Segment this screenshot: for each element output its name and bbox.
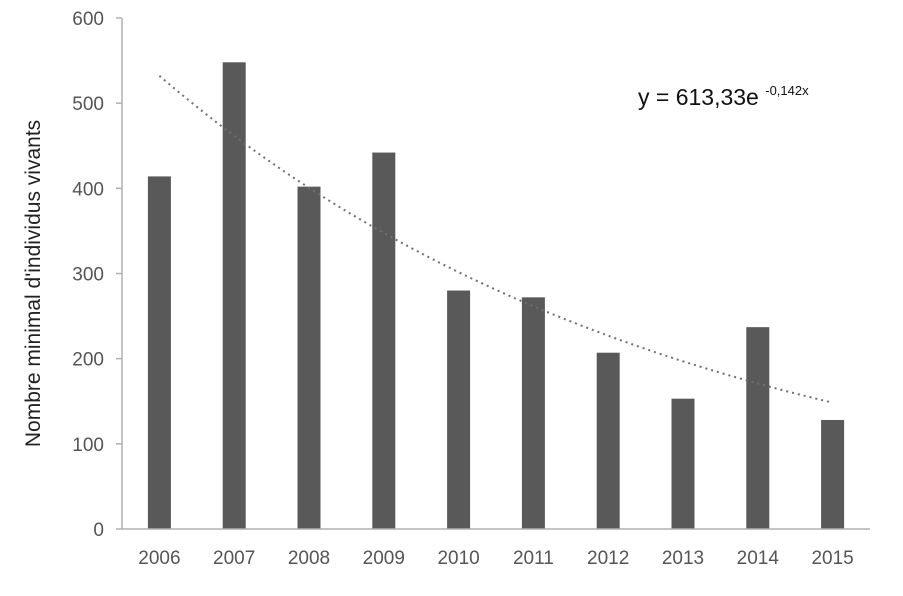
y-tick-label: 300: [72, 265, 104, 286]
x-tick-label: 2012: [587, 548, 629, 569]
exponential-trendline: [158, 75, 833, 404]
bar-2008: [297, 186, 321, 529]
x-tick-label: 2006: [138, 548, 180, 569]
bar-2014: [746, 327, 770, 529]
bar-2012: [596, 352, 620, 529]
bar-2009: [372, 152, 396, 529]
x-axis-ticks: 2006 2007 2008 2009 2010 2011 2012 2013 2014 2015: [138, 548, 853, 569]
y-tick-label: 0: [93, 520, 104, 541]
bar-2006: [147, 176, 171, 529]
trendline-equation-exponent: -0,142x: [765, 83, 809, 98]
bar-2007: [222, 62, 246, 529]
y-axis-ticks: 0 100 200 300 400 500 600: [72, 9, 122, 541]
y-tick-label: 400: [72, 179, 104, 200]
x-tick-label: 2008: [288, 548, 330, 569]
x-tick-label: 2007: [213, 548, 255, 569]
y-tick-label: 600: [72, 9, 104, 30]
y-tick-label: 200: [72, 350, 104, 371]
x-tick-label: 2014: [737, 548, 780, 569]
y-tick-label: 500: [72, 94, 104, 115]
y-axis-label: Nombre minimal d'individus vivants: [22, 120, 45, 447]
x-tick-label: 2013: [662, 548, 704, 569]
bars: [147, 62, 845, 529]
trendline-equation-base: y = 613,33e: [638, 84, 759, 110]
bar-2015: [821, 419, 845, 529]
bar-2013: [671, 398, 695, 529]
bar-2011: [521, 297, 545, 529]
y-tick-label: 100: [72, 435, 104, 456]
x-tick-label: 2010: [437, 548, 479, 569]
bar-2010: [447, 290, 471, 529]
trendline-equation: y = 613,33e -0,142x: [638, 83, 809, 110]
x-tick-label: 2015: [811, 548, 853, 569]
x-tick-label: 2009: [363, 548, 405, 569]
x-tick-label: 2011: [513, 548, 554, 569]
